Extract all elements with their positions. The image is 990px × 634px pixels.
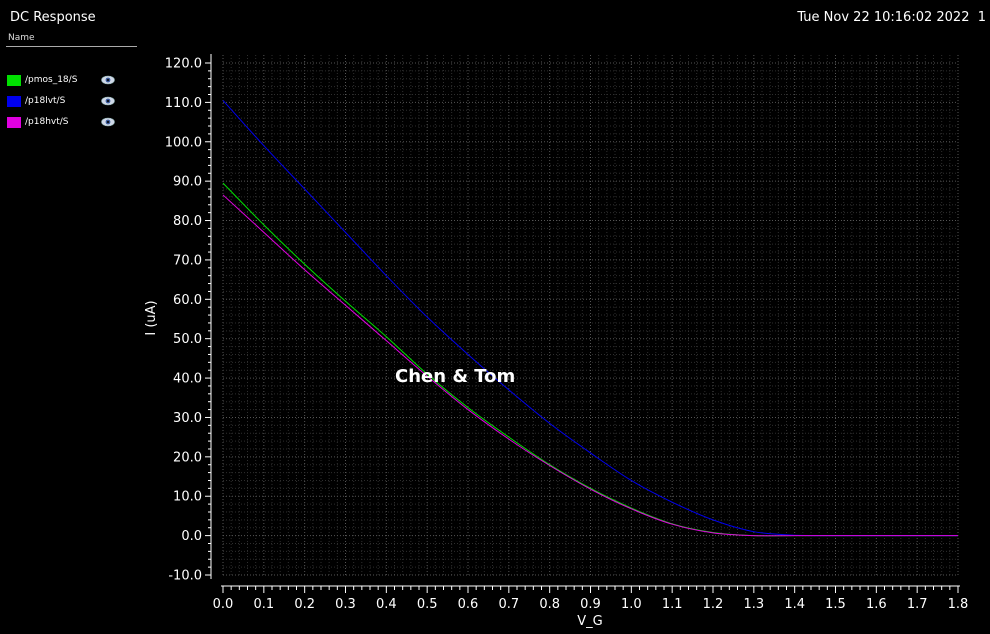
legend-label: /p18hvt/S bbox=[25, 117, 69, 127]
x-tick-label: 0.4 bbox=[376, 597, 397, 612]
x-axis-label: V_G bbox=[577, 614, 602, 629]
legend-divider bbox=[6, 46, 137, 47]
y-tick-label: 10.0 bbox=[173, 490, 202, 505]
x-tick-label: 0.7 bbox=[498, 597, 519, 612]
y-tick-label: 40.0 bbox=[173, 372, 202, 387]
legend-item-pmos-18[interactable]: /pmos_18/S bbox=[7, 74, 115, 86]
y-tick-label: 100.0 bbox=[165, 135, 202, 150]
eye-icon[interactable] bbox=[101, 96, 115, 106]
x-tick-label: 0.8 bbox=[539, 597, 560, 612]
x-tick-label: 1.6 bbox=[866, 597, 887, 612]
y-tick-label: 20.0 bbox=[173, 450, 202, 465]
x-tick-label: 1.2 bbox=[703, 597, 724, 612]
y-tick-label: 120.0 bbox=[165, 57, 202, 72]
eye-icon[interactable] bbox=[101, 117, 115, 127]
timestamp: Tue Nov 22 10:16:02 2022 1 bbox=[797, 10, 986, 25]
x-tick-label: 1.7 bbox=[907, 597, 928, 612]
chart-annotation: Chen & Tom bbox=[395, 366, 515, 387]
legend-header: Name bbox=[8, 33, 35, 43]
axes: -10.0 0.0 10.0 20.0 30.0 40.0 50.0 60.0 70.0 80.0… bbox=[165, 54, 969, 612]
y-axis-label: I (uA) bbox=[144, 300, 159, 335]
legend-item-p18lvt[interactable]: /p18lvt/S bbox=[7, 95, 115, 107]
x-tick-label: 1.1 bbox=[662, 597, 683, 612]
x-tick-label: 1.5 bbox=[825, 597, 846, 612]
series-lines bbox=[222, 100, 958, 537]
legend-swatch bbox=[7, 95, 21, 107]
y-tick-label: -10.0 bbox=[168, 569, 202, 584]
y-tick-label: 80.0 bbox=[173, 214, 202, 229]
x-tick-label: 0.5 bbox=[417, 597, 438, 612]
x-tick-label: 1.0 bbox=[621, 597, 642, 612]
y-tick-label: 90.0 bbox=[173, 175, 202, 190]
y-tick-label: 50.0 bbox=[173, 332, 202, 347]
grid bbox=[222, 55, 959, 577]
legend-label: /p18lvt/S bbox=[25, 96, 66, 106]
y-tick-label: 0.0 bbox=[181, 529, 202, 544]
x-tick-label: 1.3 bbox=[743, 597, 764, 612]
legend-swatch bbox=[7, 116, 21, 128]
y-tick-label: 110.0 bbox=[165, 96, 202, 111]
x-tick-label: 1.8 bbox=[948, 597, 969, 612]
series-line-p18hvt-s bbox=[222, 194, 958, 537]
x-tick-label: 1.4 bbox=[784, 597, 805, 612]
y-tick-label: 30.0 bbox=[173, 411, 202, 426]
x-tick-label: 0.6 bbox=[458, 597, 479, 612]
x-tick-label: 0.3 bbox=[335, 597, 356, 612]
window-title: DC Response bbox=[10, 10, 96, 25]
x-tick-label: 0.0 bbox=[213, 597, 234, 612]
x-tick-label: 0.1 bbox=[253, 597, 274, 612]
legend-swatch bbox=[7, 74, 21, 86]
x-tick-label: 0.9 bbox=[580, 597, 601, 612]
y-tick-label: 70.0 bbox=[173, 253, 202, 268]
eye-icon[interactable] bbox=[101, 75, 115, 85]
x-tick-label: 0.2 bbox=[294, 597, 315, 612]
legend-item-p18hvt[interactable]: /p18hvt/S bbox=[7, 116, 115, 128]
y-tick-label: 60.0 bbox=[173, 293, 202, 308]
legend-label: /pmos_18/S bbox=[25, 75, 78, 85]
